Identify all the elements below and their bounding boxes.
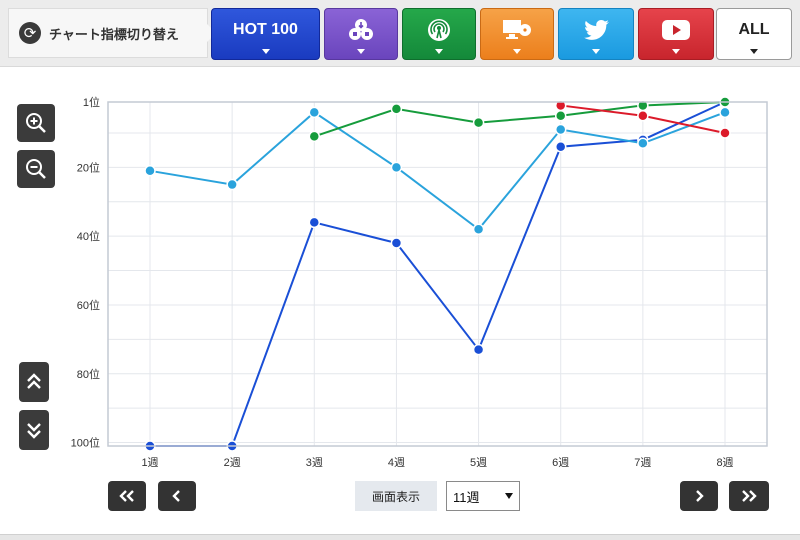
y-tick-label: 80位 bbox=[77, 367, 100, 381]
zoom-in-button[interactable] bbox=[17, 104, 55, 142]
data-point[interactable] bbox=[554, 123, 567, 136]
series-line bbox=[313, 101, 726, 138]
double-chevron-right-icon bbox=[742, 490, 757, 502]
x-tick-label: 5週 bbox=[470, 456, 487, 469]
double-chevron-down-icon bbox=[27, 423, 41, 439]
data-point[interactable] bbox=[226, 178, 238, 191]
chart-grid bbox=[108, 102, 767, 446]
youtube-chart-button[interactable] bbox=[638, 8, 714, 60]
x-axis-ticks: 1週 2週 3週 4週 5週 6週 7週 8週 bbox=[141, 456, 733, 469]
data-point[interactable] bbox=[554, 99, 567, 112]
x-tick-label: 7週 bbox=[634, 456, 651, 469]
data-point[interactable] bbox=[719, 106, 731, 119]
data-point[interactable] bbox=[554, 140, 567, 153]
x-tick-label: 6週 bbox=[552, 456, 569, 469]
chart-switch-bar: ⟳ チャート指標切り替え HOT 100 bbox=[0, 0, 800, 67]
series-line bbox=[150, 101, 726, 447]
last-page-button[interactable] bbox=[729, 481, 769, 511]
next-page-button[interactable] bbox=[680, 481, 718, 511]
zoom-in-icon bbox=[26, 113, 46, 133]
scroll-up-button[interactable] bbox=[19, 362, 49, 402]
dropdown-triangle-icon bbox=[513, 49, 521, 54]
pc-cd-chart-button[interactable] bbox=[480, 8, 554, 60]
hot100-button[interactable]: HOT 100 bbox=[211, 8, 320, 60]
data-point[interactable] bbox=[472, 116, 485, 129]
double-chevron-up-icon bbox=[27, 373, 41, 389]
data-point[interactable] bbox=[472, 343, 485, 356]
series-2 bbox=[144, 106, 731, 236]
data-point[interactable] bbox=[144, 165, 156, 177]
y-axis-ticks: 1位 20位 40位 60位 80位 100位 bbox=[71, 95, 100, 450]
data-point[interactable] bbox=[308, 106, 321, 119]
chevron-right-icon bbox=[696, 490, 704, 502]
chevron-down-icon bbox=[505, 493, 513, 499]
display-range-value: 11週 bbox=[453, 489, 480, 505]
download-chart-button[interactable] bbox=[324, 8, 398, 60]
display-range-label: 画面表示 bbox=[355, 481, 437, 511]
y-tick-label: 40位 bbox=[77, 229, 100, 243]
all-chart-button[interactable]: ALL bbox=[716, 8, 792, 60]
series-line bbox=[149, 111, 726, 231]
y-tick-label: 20位 bbox=[77, 160, 100, 174]
dropdown-triangle-icon bbox=[672, 49, 680, 54]
series-1 bbox=[144, 96, 731, 452]
twitter-bird-icon bbox=[584, 20, 609, 40]
dropdown-triangle-icon bbox=[592, 49, 600, 54]
data-point[interactable] bbox=[719, 127, 731, 139]
data-point[interactable] bbox=[637, 137, 649, 150]
data-point[interactable] bbox=[637, 110, 649, 122]
chart-switch-label: チャート指標切り替え bbox=[49, 26, 179, 42]
chart-series bbox=[144, 96, 731, 452]
data-point[interactable] bbox=[554, 110, 567, 122]
series-3 bbox=[308, 96, 731, 143]
first-page-button[interactable] bbox=[108, 481, 146, 511]
dropdown-triangle-icon bbox=[357, 49, 365, 54]
y-tick-label: 60位 bbox=[77, 298, 100, 312]
y-tick-label: 100位 bbox=[71, 436, 100, 450]
x-tick-label: 8週 bbox=[716, 456, 733, 469]
data-point[interactable] bbox=[390, 103, 403, 115]
all-label: ALL bbox=[738, 21, 770, 38]
radio-broadcast-icon bbox=[428, 19, 450, 41]
zoom-out-button[interactable] bbox=[17, 150, 55, 188]
data-point[interactable] bbox=[308, 130, 321, 143]
data-point[interactable] bbox=[390, 161, 403, 174]
x-tick-label: 4週 bbox=[388, 456, 405, 469]
scroll-down-button[interactable] bbox=[19, 410, 49, 450]
download-cloud-icon bbox=[349, 19, 373, 40]
x-tick-label: 3週 bbox=[306, 456, 323, 469]
x-tick-label: 2週 bbox=[224, 456, 241, 469]
hot100-label: HOT 100 bbox=[233, 21, 298, 38]
series-4 bbox=[554, 99, 731, 139]
dropdown-triangle-icon bbox=[750, 49, 758, 54]
x-tick-label: 1週 bbox=[141, 456, 158, 469]
dropdown-triangle-icon bbox=[435, 49, 443, 54]
y-tick-label: 1位 bbox=[83, 95, 100, 109]
previous-page-button[interactable] bbox=[158, 481, 196, 511]
refresh-cycle-icon: ⟳ bbox=[19, 22, 41, 44]
plot-frame bbox=[107, 101, 768, 447]
zoom-out-icon bbox=[26, 159, 46, 179]
radio-chart-button[interactable] bbox=[402, 8, 476, 60]
bottom-divider bbox=[0, 534, 800, 540]
display-range-select[interactable]: 11週 bbox=[446, 481, 520, 511]
data-point[interactable] bbox=[472, 223, 485, 236]
dropdown-triangle-icon bbox=[261, 49, 270, 54]
data-point[interactable] bbox=[308, 216, 321, 229]
twitter-chart-button[interactable] bbox=[558, 8, 634, 60]
chevron-left-icon bbox=[172, 490, 180, 502]
data-point[interactable] bbox=[390, 237, 403, 249]
double-chevron-left-icon bbox=[119, 490, 134, 502]
pc-cd-icon bbox=[503, 20, 531, 39]
youtube-play-icon bbox=[662, 20, 690, 40]
